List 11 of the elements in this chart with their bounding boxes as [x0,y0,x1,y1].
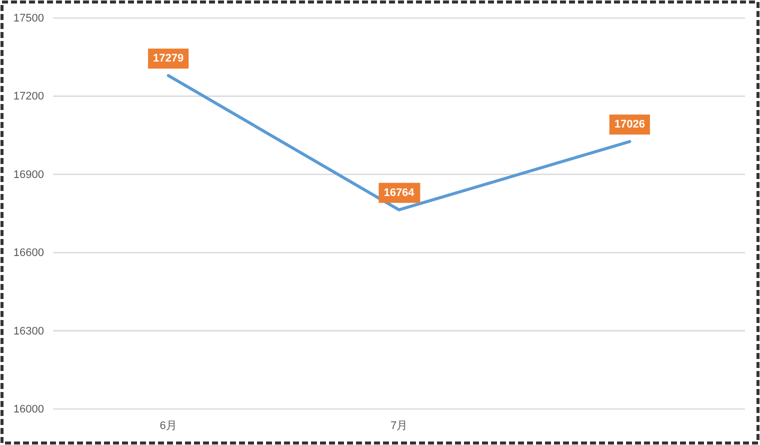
y-tick-label: 16900 [13,168,44,181]
y-tick-label: 16300 [13,325,44,338]
x-tick-label: 7月 [390,420,408,432]
data-label: 17026 [614,118,645,131]
x-tick-label: 6月 [160,420,177,432]
data-label: 17279 [153,52,184,65]
data-label: 16764 [384,186,416,199]
y-tick-label: 17500 [13,12,44,25]
y-tick-label: 16600 [13,247,44,260]
y-tick-label: 16000 [13,404,44,416]
y-tick-label: 17200 [13,90,44,103]
